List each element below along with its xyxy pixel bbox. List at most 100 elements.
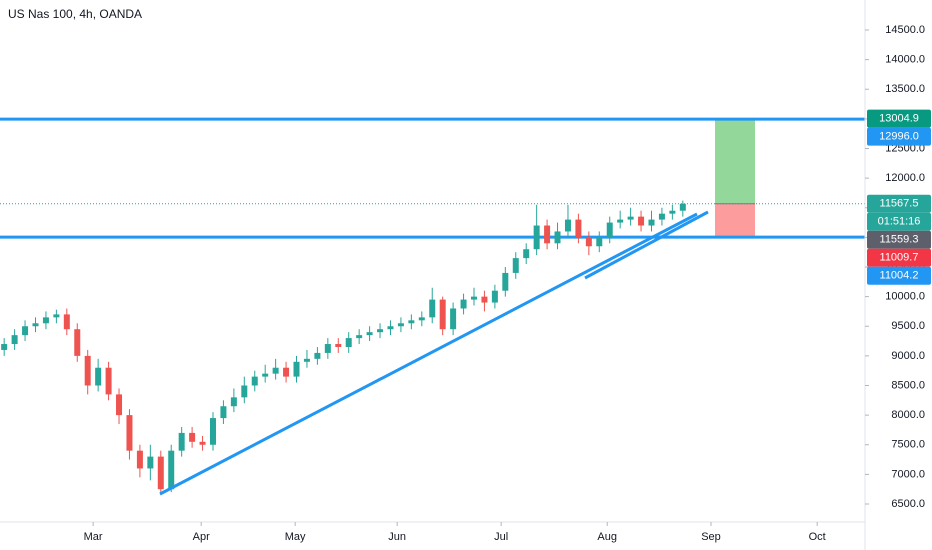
plot-area [0,117,865,496]
candle-body [157,456,164,490]
candle-body [596,237,603,247]
candle-body [564,219,571,232]
candle-body [356,335,363,339]
x-tick-label: May [285,531,306,543]
candle-body [429,299,436,318]
x-tick-label: Jul [494,531,508,543]
price-badge-label: 13004.9 [879,112,919,124]
candle-body [669,210,676,214]
candle-body [168,450,175,490]
candle-body [366,332,373,336]
candle-body [512,258,519,273]
trend-line [159,212,698,496]
candle-body [397,323,404,327]
y-tick-label: 9000.0 [891,350,925,362]
y-tick-label: 10000.0 [885,291,925,303]
profit-zone [715,118,755,204]
candle-body [481,296,488,303]
candle-body [178,432,185,451]
chart-title: US Nas 100, 4h, OANDA [8,7,142,21]
candle-body [638,216,645,226]
candle-body [84,355,91,386]
y-tick-label: 13500.0 [885,83,925,95]
candle-body [617,219,624,223]
candle-body [42,317,49,324]
x-tick-label: Jun [388,531,406,543]
candle-body [460,299,467,309]
candle-body [32,323,39,327]
candle-body [251,376,258,386]
candle-body [648,219,655,226]
candle-body [63,314,70,330]
candle-body [189,432,196,442]
candle-body [147,456,154,469]
candle-body [230,397,237,407]
candle-body [544,225,551,244]
candle-body [95,367,102,386]
candle-body [11,335,18,345]
y-tick-label: 6500.0 [891,498,925,510]
x-tick-label: Mar [84,531,103,543]
price-badge-label: 11004.2 [880,270,919,282]
price-badge [867,248,931,267]
candle-body [450,308,457,330]
candle-body [105,367,112,395]
price-badge [867,266,931,285]
loss-zone [715,203,755,237]
candle-body [293,361,300,377]
x-tick-label: Apr [193,531,210,543]
candle-body [303,358,310,362]
candle-body [679,203,686,211]
candle-body [1,344,8,350]
candle-body [523,249,530,259]
candle-body [241,385,248,398]
price-badge-label: 11559.3 [880,234,919,246]
countdown-label: 01:51:16 [878,216,921,228]
y-tick-label: 14000.0 [885,54,925,66]
candle-body [314,352,321,359]
candle-body [585,237,592,247]
candle-body [22,326,29,336]
candle-body [627,216,634,220]
price-badge [867,109,931,128]
y-tick-label: 8000.0 [891,409,925,421]
candle-body [116,394,123,416]
price-badge-label: 11567.5 [880,198,919,210]
countdown-badge [867,212,931,231]
candle-body [658,213,665,220]
candle-body [209,418,216,445]
price-badge-label: 12996.0 [879,130,919,142]
candle-body [262,373,269,377]
candle-body [418,317,425,321]
trend-line [584,210,709,280]
y-tick-label: 9500.0 [891,320,925,332]
candle-body [575,219,582,238]
x-tick-label: Oct [809,531,826,543]
candle-body [502,272,509,291]
y-tick-label: 7500.0 [891,439,925,451]
y-tick-label: 12000.0 [885,172,925,184]
y-tick-label: 7000.0 [891,468,925,480]
candle-body [408,320,415,324]
candle-body [471,296,478,300]
candle-body [324,344,331,353]
y-tick-label: 14500.0 [885,24,925,36]
candle-body [345,338,352,347]
x-tick-label: Aug [597,531,617,543]
candle-body [126,415,133,451]
x-tick-label: Sep [701,531,721,543]
candle-body [335,344,342,347]
candle-body [272,367,279,374]
candle-body [283,367,290,377]
candle-body [554,231,561,244]
candle-body [533,225,540,250]
price-badge-label: 11009.7 [880,252,919,264]
candle-body [377,329,384,333]
candle-body [53,314,60,318]
candle-body [136,450,143,469]
candle-body [74,329,81,356]
candle-body [220,406,227,419]
y-tick-label: 8500.0 [891,379,925,391]
